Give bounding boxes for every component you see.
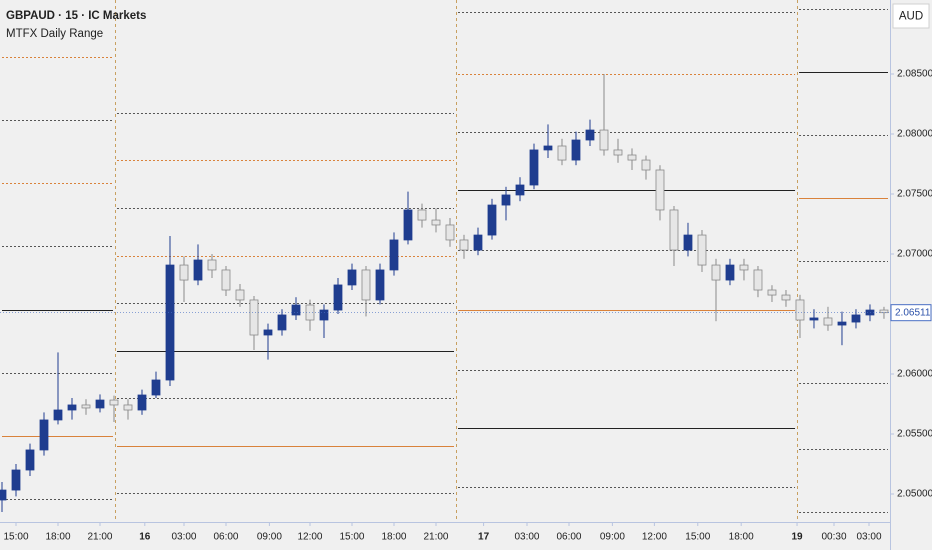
x-tick-label: 12:00 bbox=[297, 532, 322, 543]
x-tick-label: 19 bbox=[791, 532, 803, 543]
candle-body bbox=[473, 234, 483, 251]
indicator-name: MTFX Daily Range bbox=[6, 28, 103, 40]
candle-body bbox=[179, 264, 189, 281]
candle-body bbox=[599, 129, 609, 151]
x-tick-label: 03:00 bbox=[514, 532, 539, 543]
candle-body bbox=[571, 139, 581, 161]
candle-body bbox=[53, 409, 63, 421]
x-tick-label: 03:00 bbox=[171, 532, 196, 543]
x-tick-label: 09:00 bbox=[600, 532, 625, 543]
candle-body bbox=[781, 294, 791, 301]
currency-box[interactable] bbox=[892, 3, 930, 29]
candle-body bbox=[613, 149, 623, 156]
candle-body bbox=[431, 219, 441, 226]
candle-body bbox=[109, 399, 119, 406]
candle-body bbox=[739, 264, 749, 271]
candle-body bbox=[767, 289, 777, 296]
candle-body bbox=[879, 309, 889, 314]
chart-title: GBPAUD · 15 · IC Markets bbox=[6, 10, 146, 22]
candle-body bbox=[123, 404, 133, 411]
candle-body bbox=[711, 264, 721, 281]
candle-body bbox=[683, 234, 693, 251]
candle-body bbox=[333, 284, 343, 311]
candle-body bbox=[25, 449, 35, 471]
x-tick-label: 06:00 bbox=[556, 532, 581, 543]
candle-body bbox=[347, 269, 357, 286]
candle-body bbox=[11, 469, 21, 491]
x-tick-label: 12:00 bbox=[642, 532, 667, 543]
candle-body bbox=[81, 404, 91, 409]
plot-area bbox=[0, 0, 889, 522]
y-tick-label: 2.06000 bbox=[897, 369, 932, 380]
candle-body bbox=[137, 394, 147, 411]
candle-body bbox=[837, 321, 847, 326]
candle-body bbox=[501, 194, 511, 206]
candle-body bbox=[39, 419, 49, 451]
last-price: 2.06511 bbox=[895, 307, 931, 318]
candle-body bbox=[459, 239, 469, 251]
candle-body bbox=[403, 209, 413, 241]
candle-body bbox=[627, 154, 637, 161]
currency[interactable]: AUD bbox=[899, 11, 923, 23]
x-tick-label: 17 bbox=[478, 532, 490, 543]
x-tick-label: 18:00 bbox=[381, 532, 406, 543]
x-tick-label: 18:00 bbox=[729, 532, 754, 543]
y-tick-label: 2.05500 bbox=[897, 429, 932, 440]
y-tick-label: 2.05000 bbox=[897, 489, 932, 500]
x-tick-label: 15:00 bbox=[3, 532, 28, 543]
candle-body bbox=[543, 145, 553, 151]
candle-body bbox=[207, 259, 217, 271]
candle-body bbox=[249, 299, 259, 336]
candle-body bbox=[795, 299, 805, 321]
candle-body bbox=[235, 289, 245, 301]
candle-body bbox=[95, 399, 105, 409]
y-tick-label: 2.07000 bbox=[897, 249, 932, 260]
candle-body bbox=[319, 309, 329, 321]
x-tick-label: 09:00 bbox=[257, 532, 282, 543]
x-tick-label: 00:30 bbox=[821, 532, 846, 543]
last-price-box bbox=[890, 304, 932, 322]
candle-body bbox=[823, 317, 833, 326]
candle-body bbox=[361, 269, 371, 301]
x-tick-label: 21:00 bbox=[423, 532, 448, 543]
candle-body bbox=[291, 304, 301, 316]
candle-body bbox=[277, 314, 287, 331]
x-tick-label: 15:00 bbox=[685, 532, 710, 543]
candle-body bbox=[221, 269, 231, 291]
x-tick-label: 06:00 bbox=[213, 532, 238, 543]
candle-body bbox=[557, 145, 567, 161]
candle-body bbox=[753, 269, 763, 291]
x-tick-label: 03:00 bbox=[856, 532, 881, 543]
candle-body bbox=[67, 404, 77, 411]
y-tick-label: 2.08000 bbox=[897, 129, 932, 140]
x-tick-label: 16 bbox=[139, 532, 151, 543]
candle-body bbox=[375, 269, 385, 301]
candle-body bbox=[725, 264, 735, 281]
candle-body bbox=[445, 224, 455, 241]
x-tick-label: 21:00 bbox=[87, 532, 112, 543]
candle-body bbox=[193, 259, 203, 281]
x-tick-label: 15:00 bbox=[339, 532, 364, 543]
candle-body bbox=[851, 314, 861, 323]
candle-body bbox=[389, 239, 399, 271]
candle-body bbox=[515, 184, 525, 196]
y-tick-label: 2.08500 bbox=[897, 69, 932, 80]
candle-body bbox=[809, 317, 819, 321]
candle-body bbox=[263, 329, 273, 336]
candle-body bbox=[0, 489, 7, 501]
candle-body bbox=[487, 204, 497, 236]
candle-body bbox=[151, 379, 161, 396]
x-tick-label: 18:00 bbox=[45, 532, 70, 543]
candle-body bbox=[417, 209, 427, 221]
candle-body bbox=[641, 159, 651, 171]
candle-body bbox=[697, 234, 707, 266]
candle-body bbox=[669, 209, 679, 251]
candle-body bbox=[529, 149, 539, 186]
y-tick-label: 2.07500 bbox=[897, 189, 932, 200]
candle-body bbox=[165, 264, 175, 381]
candle-body bbox=[585, 129, 595, 141]
candle-body bbox=[655, 169, 665, 211]
